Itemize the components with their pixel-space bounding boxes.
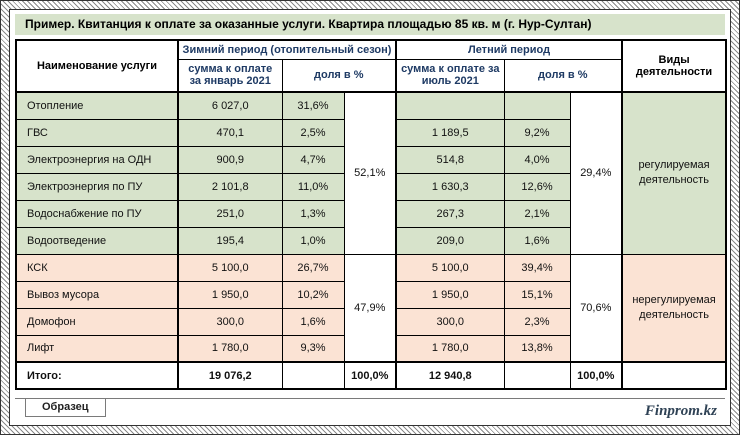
winter-share-cell: 9,3% <box>281 334 345 363</box>
summer-amount-cell <box>395 91 505 120</box>
summer-share-cell: 2,3% <box>503 307 571 336</box>
table-row: Отопление 6 027,0 31,6% 52,1% 29,4% регу… <box>15 91 727 255</box>
summer-amount-cell: 209,0 <box>395 226 505 255</box>
table-row: Лифт 1 780,0 9,3% 1 780,0 13,8% <box>15 334 726 363</box>
winter-share-cell: 4,7% <box>281 145 345 174</box>
content-area: Пример. Квитанция к оплате за оказанные … <box>9 9 731 426</box>
summer-group-share-unregulated: 70,6% <box>569 253 623 363</box>
winter-share-cell: 10,2% <box>281 280 345 309</box>
total-winter-amount: 19 076,2 <box>177 361 283 390</box>
col-header-winter-share: доля в % <box>281 58 397 93</box>
sheet-tab-obrazec[interactable]: Образец <box>25 399 106 417</box>
finprom-logo: Finprom.kz <box>644 402 717 419</box>
table-row: КСК 5 100,0 26,7% 47,9% 5 100,0 39,4% 70… <box>15 253 727 363</box>
summer-share-cell: 13,8% <box>503 334 571 363</box>
service-name-cell: Домофон <box>15 307 179 336</box>
winter-group-share-unregulated: 47,9% <box>343 253 397 363</box>
winter-share-cell: 11,0% <box>281 172 345 201</box>
winter-share-cell: 1,3% <box>281 199 345 228</box>
service-name-cell: Водоотведение <box>15 226 179 255</box>
summer-amount-cell: 1 630,3 <box>395 172 505 201</box>
table-row: Электроэнергия по ПУ 2 101,8 11,0% 1 630… <box>15 172 726 201</box>
activity-cell-regulated: регулируемая деятельность <box>621 91 727 255</box>
table-row: Электроэнергия на ОДН 900,9 4,7% 514,8 4… <box>15 145 726 174</box>
summer-share-cell: 15,1% <box>503 280 571 309</box>
winter-share-cell: 2,5% <box>281 118 345 147</box>
table-row: ГВС 470,1 2,5% 1 189,5 9,2% <box>15 118 726 147</box>
summer-amount-cell: 1 780,0 <box>395 334 505 363</box>
winter-amount-cell: 251,0 <box>177 199 283 228</box>
total-winter-share-empty <box>281 361 345 390</box>
summer-share-cell <box>503 91 571 120</box>
summer-amount-cell: 1 189,5 <box>395 118 505 147</box>
sheet-tab-bar: Образец Finprom.kz <box>15 398 725 423</box>
winter-amount-cell: 5 100,0 <box>177 253 283 282</box>
total-winter-share: 100,0% <box>343 361 397 390</box>
service-name-cell: Лифт <box>15 334 179 363</box>
winter-amount-cell: 900,9 <box>177 145 283 174</box>
page-title: Пример. Квитанция к оплате за оказанные … <box>15 14 725 35</box>
winter-amount-cell: 1 780,0 <box>177 334 283 363</box>
service-name-cell: КСК <box>15 253 179 282</box>
col-header-winter-amount: сумма к оплате за январь 2021 <box>177 58 283 93</box>
service-name-cell: Электроэнергия по ПУ <box>15 172 179 201</box>
summer-share-cell: 2,1% <box>503 199 571 228</box>
service-name-cell: Водоснабжение по ПУ <box>15 199 179 228</box>
service-name-cell: Вывоз мусора <box>15 280 179 309</box>
total-summer-amount: 12 940,8 <box>395 361 505 390</box>
col-group-summer: Летний период <box>395 39 623 60</box>
summer-share-cell: 1,6% <box>503 226 571 255</box>
winter-amount-cell: 1 950,0 <box>177 280 283 309</box>
summer-share-cell: 39,4% <box>503 253 571 282</box>
total-label: Итого: <box>15 361 179 390</box>
table-row: Водоотведение 195,4 1,0% 209,0 1,6% <box>15 226 726 255</box>
service-name-cell: Отопление <box>15 91 179 120</box>
receipt-table: Наименование услуги Зимний период (отопи… <box>15 39 728 390</box>
winter-amount-cell: 470,1 <box>177 118 283 147</box>
service-name-cell: ГВС <box>15 118 179 147</box>
total-summer-share-empty <box>503 361 571 390</box>
col-header-summer-share: доля в % <box>503 58 623 93</box>
summer-amount-cell: 5 100,0 <box>395 253 505 282</box>
winter-amount-cell: 6 027,0 <box>177 91 283 120</box>
summer-amount-cell: 514,8 <box>395 145 505 174</box>
service-name-cell: Электроэнергия на ОДН <box>15 145 179 174</box>
summer-amount-cell: 1 950,0 <box>395 280 505 309</box>
winter-amount-cell: 2 101,8 <box>177 172 283 201</box>
summer-amount-cell: 300,0 <box>395 307 505 336</box>
winter-amount-cell: 300,0 <box>177 307 283 336</box>
col-group-winter: Зимний период (отопительный сезон) <box>176 39 397 60</box>
winter-share-cell: 1,6% <box>281 307 345 336</box>
col-header-summer-amount: сумма к оплате за июль 2021 <box>395 58 505 93</box>
winter-share-cell: 1,0% <box>281 226 345 255</box>
col-header-service: Наименование услуги <box>15 39 179 93</box>
total-row: Итого: 19 076,2 100,0% 12 940,8 100,0% <box>15 361 727 390</box>
table-row: Водоснабжение по ПУ 251,0 1,3% 267,3 2,1… <box>15 199 726 228</box>
winter-amount-cell: 195,4 <box>177 226 283 255</box>
summer-amount-cell: 267,3 <box>395 199 505 228</box>
winter-share-cell: 31,6% <box>281 91 345 120</box>
total-summer-share: 100,0% <box>569 361 623 390</box>
activity-cell-unregulated: нерегулируемая деятельность <box>621 253 727 363</box>
summer-share-cell: 12,6% <box>503 172 571 201</box>
summer-share-cell: 9,2% <box>503 118 571 147</box>
total-activity-empty <box>621 361 727 390</box>
winter-group-share-regulated: 52,1% <box>343 91 397 255</box>
table-row: Вывоз мусора 1 950,0 10,2% 1 950,0 15,1% <box>15 280 726 309</box>
table-row: Домофон 300,0 1,6% 300,0 2,3% <box>15 307 726 336</box>
summer-share-cell: 4,0% <box>503 145 571 174</box>
col-header-activity: Виды деятельности <box>621 39 727 93</box>
winter-share-cell: 26,7% <box>281 253 345 282</box>
summer-group-share-regulated: 29,4% <box>569 91 623 255</box>
